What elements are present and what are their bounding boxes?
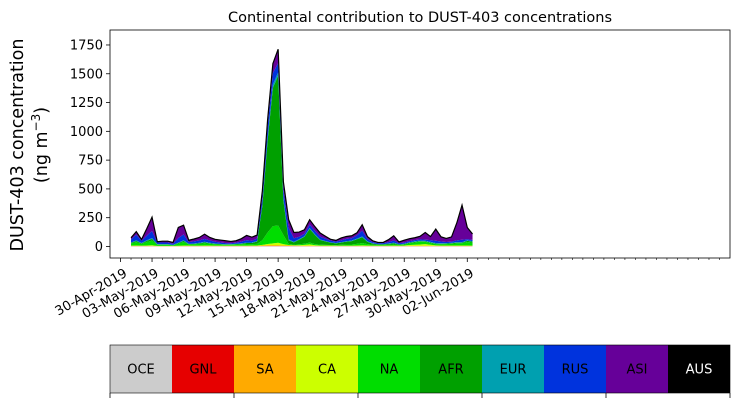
total-outline [130, 49, 474, 244]
x-axis: 30-Apr-201903-May-201906-May-201909-May-… [53, 258, 720, 322]
y-tick-label: 500 [78, 182, 103, 197]
legend-label-aus: AUS [686, 363, 713, 378]
legend-label-ca: CA [318, 363, 336, 378]
legend-label-rus: RUS [562, 363, 589, 378]
legend-swatch-oce [110, 345, 172, 393]
legend-label-afr: AFR [438, 363, 463, 378]
y-tick-label: 250 [78, 211, 103, 226]
y-tick-label: 1500 [70, 67, 103, 82]
legend-swatch-afr [420, 345, 482, 393]
y-axis-label: DUST-403 concentration (ng m−3) [8, 39, 52, 252]
area-rus [131, 63, 473, 245]
legend-label-oce: OCE [127, 363, 155, 378]
y-axis: 0 250 500 750 1000 1250 1500 1750 [70, 38, 110, 255]
legend-swatch-asi [606, 345, 668, 393]
legend-swatch-sa [234, 345, 296, 393]
legend-swatch-na [358, 345, 420, 393]
legend-swatch-gnl [172, 345, 234, 393]
area-afr [131, 75, 473, 246]
legend-frame [109, 344, 731, 394]
y-tick-label: 1250 [70, 96, 103, 111]
legend-label-eur: EUR [500, 363, 527, 378]
legend-swatch-rus [544, 345, 606, 393]
legend-swatch-eur [482, 345, 544, 393]
area-sa [131, 245, 473, 247]
y-tick-label: 1000 [70, 125, 103, 140]
chart-title: Continental contribution to DUST-403 con… [228, 10, 612, 26]
plot-frame [109, 29, 731, 259]
y-tick-label: 750 [78, 154, 103, 169]
legend-swatch-ca [296, 345, 358, 393]
y-tick-label: 0 [95, 240, 103, 255]
area-asi [131, 49, 473, 244]
legend-label-asi: ASI [627, 363, 648, 378]
area-eur [131, 72, 473, 246]
legend-label-sa: SA [256, 363, 273, 378]
area-aus [131, 49, 473, 243]
legend-label-na: NA [380, 363, 399, 378]
y-tick-label: 1750 [70, 38, 103, 53]
legend-label-gnl: GNL [189, 363, 217, 378]
legend-colorbar: OCE GNL SA CA NA AFR EUR RUS ASI AUS [109, 344, 731, 398]
legend-swatch-aus [668, 345, 730, 393]
y-axis-label-line2: (ng m−3) [29, 107, 52, 183]
area-ca [131, 242, 473, 247]
stacked-area-layer [130, 49, 474, 247]
y-axis-label-line1: DUST-403 concentration [8, 39, 28, 252]
